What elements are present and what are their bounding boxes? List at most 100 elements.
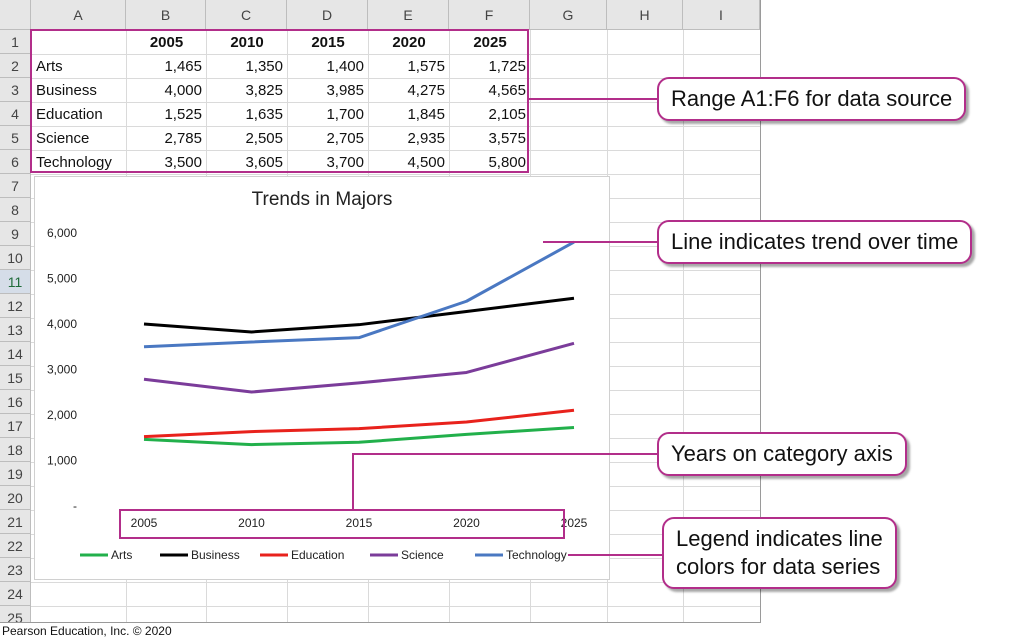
- column-header-c[interactable]: C: [206, 0, 287, 30]
- value-cell[interactable]: 2,505: [207, 127, 287, 150]
- row-header-13[interactable]: 13: [0, 318, 31, 342]
- grid-row-line: [31, 606, 760, 607]
- row-header-4[interactable]: 4: [0, 102, 31, 126]
- row-header-25[interactable]: 25: [0, 606, 31, 622]
- label-cell-business[interactable]: Business: [32, 79, 126, 102]
- y-tick-label: 4,000: [47, 317, 77, 331]
- years-connector-vertical: [352, 453, 354, 511]
- value-cell[interactable]: 1,845: [369, 103, 449, 126]
- value-cell[interactable]: 3,700: [288, 151, 368, 174]
- value-cell[interactable]: 3,825: [207, 79, 287, 102]
- label-cell-arts[interactable]: Arts: [32, 55, 126, 78]
- row-header-11[interactable]: 11: [0, 270, 31, 294]
- column-header-a[interactable]: A: [31, 0, 126, 30]
- grid-row-line: [31, 582, 760, 583]
- row-header-9[interactable]: 9: [0, 222, 31, 246]
- column-header-g[interactable]: G: [530, 0, 607, 30]
- legend-label-education[interactable]: Education: [291, 548, 344, 562]
- row-header-1[interactable]: 1: [0, 30, 31, 54]
- label-cell-technology[interactable]: Technology: [32, 151, 126, 174]
- value-cell[interactable]: 5,800: [450, 151, 530, 174]
- column-header-h[interactable]: H: [607, 0, 683, 30]
- y-tick-label: 5,000: [47, 272, 77, 286]
- value-cell[interactable]: 2,105: [450, 103, 530, 126]
- legend-callout-line2: colors for data series: [676, 554, 881, 579]
- x-tick-label: 2005: [131, 516, 158, 530]
- legend-label-arts[interactable]: Arts: [111, 548, 132, 562]
- value-cell[interactable]: 3,500: [127, 151, 206, 174]
- row-header-2[interactable]: 2: [0, 54, 31, 78]
- row-header-23[interactable]: 23: [0, 558, 31, 582]
- header-cell-2005[interactable]: 2005: [127, 31, 206, 54]
- value-cell[interactable]: 3,575: [450, 127, 530, 150]
- select-all-corner[interactable]: [0, 0, 31, 30]
- value-cell[interactable]: 1,700: [288, 103, 368, 126]
- row-header-7[interactable]: 7: [0, 174, 31, 198]
- value-cell[interactable]: 4,275: [369, 79, 449, 102]
- row-header-5[interactable]: 5: [0, 126, 31, 150]
- x-tick-label: 2025: [561, 516, 588, 530]
- row-header-19[interactable]: 19: [0, 462, 31, 486]
- value-cell[interactable]: 2,935: [369, 127, 449, 150]
- grid-row-line: [31, 54, 760, 55]
- value-cell[interactable]: 1,465: [127, 55, 206, 78]
- row-header-21[interactable]: 21: [0, 510, 31, 534]
- value-cell[interactable]: 3,605: [207, 151, 287, 174]
- value-cell[interactable]: 4,000: [127, 79, 206, 102]
- series-line-science[interactable]: [143, 341, 575, 394]
- value-cell[interactable]: 1,525: [127, 103, 206, 126]
- header-cell-2015[interactable]: 2015: [288, 31, 368, 54]
- copyright-text: Pearson Education, Inc. © 2020: [2, 624, 172, 638]
- column-header-f[interactable]: F: [449, 0, 530, 30]
- legend-label-business[interactable]: Business: [191, 548, 240, 562]
- row-header-16[interactable]: 16: [0, 390, 31, 414]
- value-cell[interactable]: 4,500: [369, 151, 449, 174]
- chart-title[interactable]: Trends in Majors: [251, 189, 393, 210]
- row-header-8[interactable]: 8: [0, 198, 31, 222]
- value-cell[interactable]: 2,785: [127, 127, 206, 150]
- header-cell-2010[interactable]: 2010: [207, 31, 287, 54]
- row-header-24[interactable]: 24: [0, 582, 31, 606]
- legend-connector: [568, 554, 664, 556]
- header-cell-2025[interactable]: 2025: [450, 31, 530, 54]
- column-header-i[interactable]: I: [683, 0, 760, 30]
- years-callout: Years on category axis: [657, 432, 907, 476]
- x-tick-label: 2010: [238, 516, 265, 530]
- series-line-technology[interactable]: [143, 240, 575, 349]
- y-tick-label: -: [73, 499, 77, 513]
- grid-row-line: [31, 150, 760, 151]
- row-header-17[interactable]: 17: [0, 414, 31, 438]
- value-cell[interactable]: 1,635: [207, 103, 287, 126]
- row-header-20[interactable]: 20: [0, 486, 31, 510]
- row-header-6[interactable]: 6: [0, 150, 31, 174]
- value-cell[interactable]: 3,985: [288, 79, 368, 102]
- value-cell[interactable]: 1,725: [450, 55, 530, 78]
- header-cell-2020[interactable]: 2020: [369, 31, 449, 54]
- row-header-22[interactable]: 22: [0, 534, 31, 558]
- value-cell[interactable]: 1,350: [207, 55, 287, 78]
- value-cell[interactable]: 4,565: [450, 79, 530, 102]
- column-header-e[interactable]: E: [368, 0, 449, 30]
- chart-plot[interactable]: 6,000 5,000 4,000 3,000 2,000 1,000 - 2005 2010 2…: [35, 177, 611, 581]
- row-header-18[interactable]: 18: [0, 438, 31, 462]
- row-header-12[interactable]: 12: [0, 294, 31, 318]
- column-header-b[interactable]: B: [126, 0, 206, 30]
- legend-label-technology[interactable]: Technology: [506, 548, 567, 562]
- label-cell-education[interactable]: Education: [32, 103, 126, 126]
- value-cell[interactable]: 2,705: [288, 127, 368, 150]
- series-line-arts[interactable]: [143, 426, 575, 447]
- value-cell[interactable]: 1,400: [288, 55, 368, 78]
- row-header-15[interactable]: 15: [0, 366, 31, 390]
- value-cell[interactable]: 1,575: [369, 55, 449, 78]
- label-cell-science[interactable]: Science: [32, 127, 126, 150]
- series-line-business[interactable]: [143, 296, 575, 334]
- row-header-14[interactable]: 14: [0, 342, 31, 366]
- row-header-10[interactable]: 10: [0, 246, 31, 270]
- column-header-d[interactable]: D: [287, 0, 368, 30]
- range-callout: Range A1:F6 for data source: [657, 77, 967, 121]
- row-header-3[interactable]: 3: [0, 78, 31, 102]
- line-chart[interactable]: Trends in Majors 6,000 5,000 4,000 3,000 2,0…: [34, 176, 610, 580]
- series-line-education[interactable]: [143, 408, 575, 439]
- legend-label-science[interactable]: Science: [401, 548, 444, 562]
